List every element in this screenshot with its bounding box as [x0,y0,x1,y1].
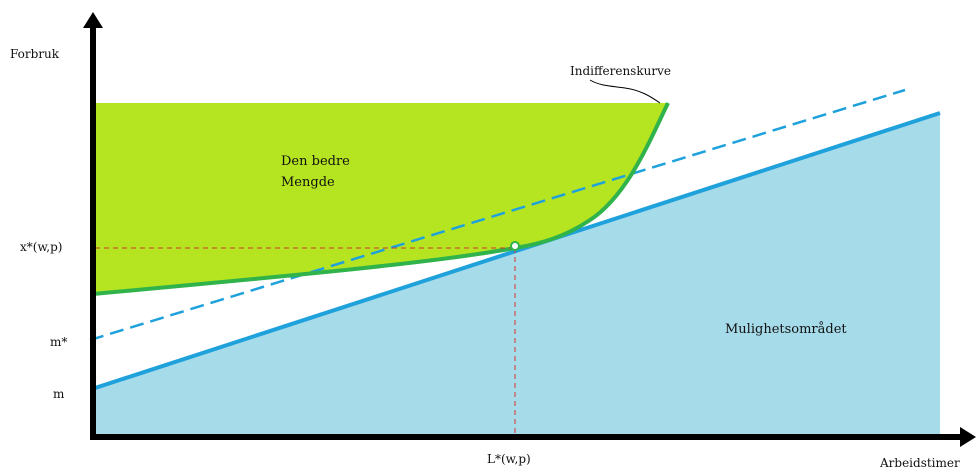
y-axis-arrow-icon [83,12,103,28]
better-set-label-line2: Mengde [281,175,335,190]
tick-m: m [53,387,65,401]
x-axis-arrow-icon [960,427,976,447]
shifted-budget-line [89,88,906,342]
tick-m-star: m* [50,335,67,349]
indifference-curve [92,102,670,296]
optimum-point [510,241,520,251]
budget-line [94,111,941,390]
tick-x-star: x*(w,p) [20,240,62,254]
indifference-leader-line [589,79,661,104]
indifference-label: Indifferenskurve [570,64,671,78]
better-set-region [95,103,668,295]
feasible-region [95,113,940,437]
x-axis-label: Arbeidstimer [879,456,960,469]
better-set-label-line1: Den bedre [281,154,350,169]
tick-l-star: L*(w,p) [487,452,531,466]
feasible-label: Mulighetsområdet [725,321,847,337]
y-axis-label: Forbruk [10,47,60,61]
